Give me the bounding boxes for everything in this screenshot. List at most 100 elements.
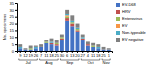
legend-item: Non-typeable: [116, 30, 147, 35]
bar: [65, 18, 69, 21]
bar: [76, 32, 80, 51]
bar: [50, 42, 54, 43]
x-tick-label: 26: [34, 53, 39, 58]
bar: [60, 40, 64, 51]
bar: [65, 15, 69, 16]
month-label: Sep: [66, 60, 74, 65]
bar: [60, 35, 64, 38]
bar-series: [18, 21, 110, 51]
x-tick: 25: [101, 51, 106, 58]
bar: [102, 47, 106, 50]
x-tick-label: 1: [108, 53, 111, 58]
bar: [107, 49, 111, 50]
bar: [18, 48, 22, 49]
bar: [29, 50, 33, 51]
y-tick: 10: [10, 35, 17, 40]
bar: [76, 24, 80, 28]
legend-swatch: [116, 10, 120, 14]
bar: [18, 47, 22, 48]
month-label: Oct: [87, 60, 94, 65]
bar: [96, 48, 100, 51]
bar: [29, 49, 33, 50]
bar: [96, 44, 100, 47]
legend-swatch: [116, 38, 120, 42]
x-tick-label: 6: [66, 53, 69, 58]
legend-item: Enterovirus: [116, 16, 142, 21]
bar: [44, 41, 48, 42]
legend-label: Non-typeable: [122, 30, 147, 35]
bar: [91, 43, 95, 46]
y-tick: 15: [10, 28, 17, 33]
bar: [96, 48, 100, 49]
y-tick-label: 25: [10, 14, 15, 19]
legend-item: HRV: [116, 9, 131, 14]
bar: [18, 48, 22, 51]
bar: [70, 15, 74, 20]
bar: [24, 49, 28, 50]
y-label: No. specimens: [2, 14, 7, 40]
bar: [76, 29, 80, 30]
bar: [86, 46, 90, 51]
legend-label: EV: [122, 23, 128, 28]
y-tick-label: 0: [12, 49, 15, 54]
month-label: Nov: [103, 60, 110, 65]
y-tick-label: 20: [10, 21, 15, 26]
y-tick-mark: [15, 51, 17, 52]
y-tick: 20: [10, 21, 17, 26]
x-tick-label: 27: [80, 53, 85, 58]
bar: [44, 42, 48, 43]
plot: 9121926711182530613202741118251051015202…: [10, 1, 113, 65]
bar: [81, 39, 85, 40]
bar: [60, 39, 64, 40]
y-tick-mark: [15, 10, 17, 11]
legend-swatch: [116, 31, 120, 35]
x-tick: 6: [66, 51, 69, 58]
x-tick: 9: [19, 51, 22, 58]
bar: [107, 48, 111, 49]
legend-swatch: [116, 3, 120, 7]
bar: [55, 46, 59, 51]
bar: [39, 47, 43, 51]
y-tick-label: 30: [10, 8, 15, 13]
y-tick-mark: [15, 44, 17, 45]
bar: [44, 40, 48, 41]
bar: [34, 48, 38, 49]
bar: [50, 44, 54, 51]
bar: [76, 29, 80, 30]
bar: [91, 47, 95, 51]
bar: [81, 37, 85, 38]
bar-series: [50, 18, 90, 45]
x-tick: 26: [34, 51, 39, 58]
bar: [18, 48, 22, 49]
chart: 9121926711182530613202741118251051015202…: [0, 0, 150, 66]
bar: [50, 42, 54, 43]
bar: [70, 22, 74, 23]
bar: [107, 49, 111, 50]
bar: [50, 43, 54, 44]
bar: [60, 37, 64, 38]
x-tick: 1: [108, 51, 111, 58]
bar: [55, 44, 59, 45]
bar: [91, 46, 95, 47]
bar: [96, 48, 100, 49]
y-tick: 35: [10, 1, 17, 6]
bar: [34, 48, 38, 51]
bar: [24, 48, 28, 49]
bar: [107, 49, 111, 50]
bar: [81, 40, 85, 51]
legend-item: EV: [116, 23, 128, 28]
bar: [107, 49, 111, 50]
bar: [39, 44, 43, 47]
x-axis: 9121926711182530613202741118251: [18, 51, 113, 58]
bar: [44, 41, 48, 42]
bar: [55, 40, 59, 43]
month-label: Jul: [25, 60, 30, 65]
bar-series: [65, 15, 69, 16]
bar: [96, 48, 100, 49]
bar: [81, 38, 85, 39]
legend-label: Enterovirus: [122, 16, 142, 21]
bar: [91, 46, 95, 47]
bar: [65, 10, 69, 14]
bar: [86, 44, 90, 45]
bars: [18, 10, 110, 51]
